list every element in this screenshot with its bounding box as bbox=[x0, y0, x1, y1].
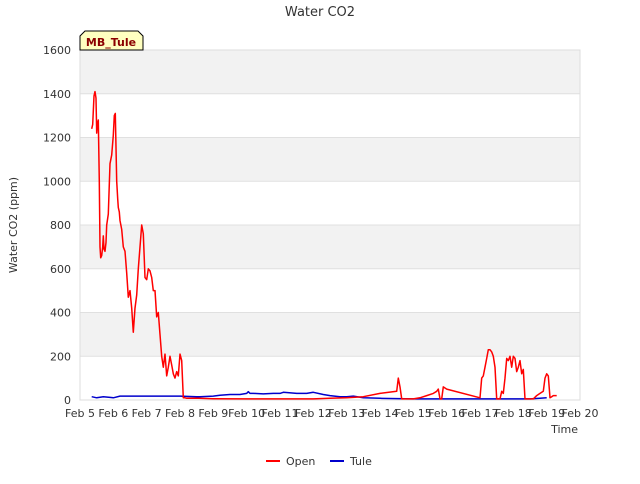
y-tick-label: 400 bbox=[50, 307, 71, 320]
x-tick-label: Feb 18 bbox=[495, 407, 532, 420]
x-tick-label: Feb 13 bbox=[328, 407, 365, 420]
y-tick-label: 800 bbox=[50, 219, 71, 232]
x-tick-label: Feb 8 bbox=[165, 407, 195, 420]
x-tick-label: Feb 20 bbox=[562, 407, 599, 420]
y-tick-label: 1400 bbox=[43, 88, 71, 101]
x-axis-label: Time bbox=[550, 423, 578, 436]
y-tick-label: 600 bbox=[50, 263, 71, 276]
grid-band bbox=[80, 50, 580, 94]
x-tick-label: Feb 5 bbox=[65, 407, 95, 420]
x-tick-label: Feb 6 bbox=[98, 407, 128, 420]
grid-band bbox=[80, 93, 580, 138]
series-line-tule bbox=[91, 390, 547, 400]
x-tick-label: Feb 10 bbox=[228, 407, 265, 420]
annotation-frame bbox=[79, 30, 144, 51]
legend: Open Tule bbox=[266, 455, 372, 468]
x-tick-label: Feb 15 bbox=[395, 407, 432, 420]
y-tick-labels: 0 200 400 600 800 1000 1200 1400 1600 bbox=[43, 44, 71, 407]
grid-band bbox=[80, 312, 580, 357]
x-tick-label: Feb 14 bbox=[362, 407, 399, 420]
grid-bands bbox=[80, 50, 580, 400]
legend-label-tule: Tule bbox=[349, 455, 372, 468]
chart-title: Water CO2 bbox=[285, 5, 355, 20]
plot-border bbox=[79, 49, 581, 401]
series-lines bbox=[90, 90, 557, 400]
series-line-open bbox=[90, 90, 557, 400]
grid-band bbox=[80, 181, 580, 225]
y-tick-label: 1200 bbox=[43, 132, 71, 145]
x-tick-label: Feb 11 bbox=[262, 407, 299, 420]
annotation-label: MB_Tule bbox=[86, 36, 136, 49]
y-tick-label: 200 bbox=[50, 350, 71, 363]
legend-label-open: Open bbox=[286, 455, 315, 468]
x-tick-label: Feb 19 bbox=[528, 407, 565, 420]
y-axis-label: Water CO2 (ppm) bbox=[7, 177, 20, 273]
x-tick-label: Feb 12 bbox=[295, 407, 332, 420]
x-tick-label: Feb 17 bbox=[462, 407, 499, 420]
grid-band bbox=[80, 225, 580, 269]
x-tick-label: Feb 16 bbox=[428, 407, 465, 420]
y-tick-label: 1000 bbox=[43, 175, 71, 188]
y-tick-label: 0 bbox=[64, 394, 71, 407]
grid-band bbox=[80, 137, 580, 182]
x-tick-label: Feb 9 bbox=[198, 407, 228, 420]
grid-band bbox=[80, 268, 580, 313]
annotation-box: MB_Tule bbox=[79, 30, 144, 51]
x-tick-label: Feb 7 bbox=[132, 407, 162, 420]
y-tick-label: 1600 bbox=[43, 44, 71, 57]
